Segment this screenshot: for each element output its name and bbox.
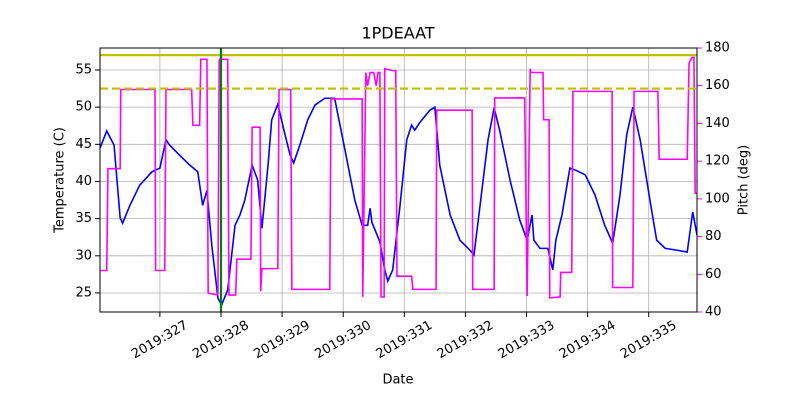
y-tick-label: 25 (75, 285, 92, 300)
y-tick-label: 40 (75, 174, 92, 189)
y-tick-label: 35 (75, 211, 92, 226)
y-axis-label: Temperature (C) (53, 127, 68, 234)
y2-tick-label: 100 (705, 191, 730, 206)
chart-title: 1PDEAAT (361, 24, 434, 43)
y2-axis-label: Pitch (deg) (737, 145, 752, 215)
line-series (100, 56, 697, 299)
y-tick-label: 55 (75, 63, 92, 78)
y2-tick-label: 160 (705, 78, 730, 93)
x-axis-label: Date (382, 373, 413, 388)
plot-frame (99, 47, 698, 313)
line-series (99, 97, 698, 307)
y2-tick-label: 80 (705, 229, 722, 244)
y-tick-label: 50 (75, 100, 92, 115)
y2-tick-label: 60 (705, 267, 722, 282)
y2-tick-label: 120 (705, 154, 730, 169)
y2-tick-label: 140 (705, 116, 730, 131)
y2-tick-label: 40 (705, 305, 722, 320)
y-tick-label: 45 (75, 137, 92, 152)
y2-tick-label: 180 (705, 41, 730, 56)
y-tick-label: 30 (75, 248, 92, 263)
